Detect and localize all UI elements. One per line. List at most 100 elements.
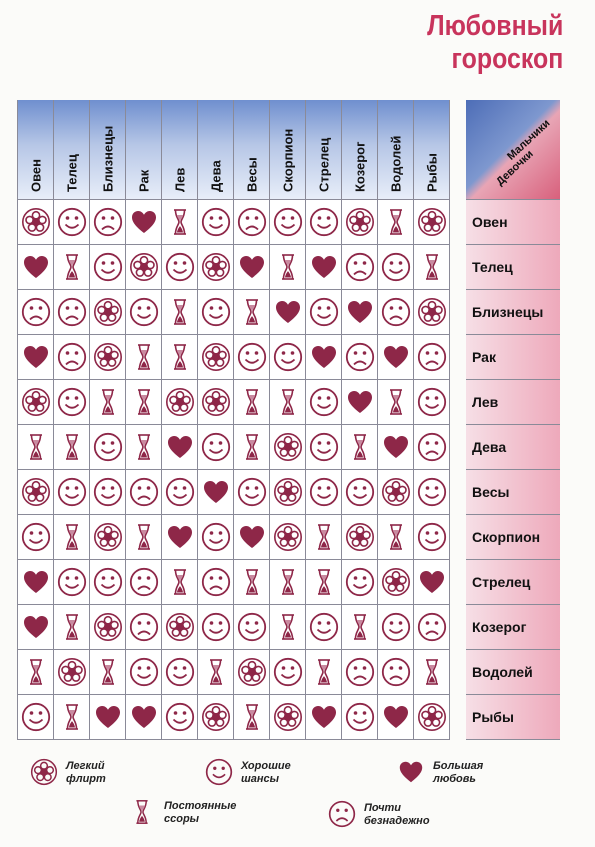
table-cell — [306, 245, 342, 290]
table-cell — [270, 200, 306, 245]
table-cell — [234, 425, 270, 470]
row-header-label: Скорпион — [472, 529, 541, 545]
table-cell — [162, 560, 198, 605]
table-cell — [270, 290, 306, 335]
table-cell — [18, 200, 54, 245]
table-cell — [414, 560, 450, 605]
table-cell — [378, 290, 414, 335]
table-cell — [18, 245, 54, 290]
table-cell — [342, 380, 378, 425]
table-cell — [162, 200, 198, 245]
column-header: Овен — [18, 100, 54, 200]
table-cell — [126, 605, 162, 650]
row-header-label: Рак — [472, 349, 496, 365]
row-header-label: Лев — [472, 394, 499, 410]
column-header: Рак — [126, 100, 162, 200]
table-cell — [90, 425, 126, 470]
column-header-label: Козерог — [352, 141, 367, 192]
column-header-label: Рак — [136, 169, 151, 192]
row-header: Скорпион — [466, 515, 560, 560]
column-header-label: Близнецы — [100, 125, 115, 192]
table-cell — [234, 515, 270, 560]
row-header-label: Дева — [472, 439, 507, 455]
column-header-label: Лев — [172, 167, 187, 192]
table-cell — [126, 560, 162, 605]
table-cell — [270, 425, 306, 470]
table-cell — [306, 290, 342, 335]
table-cell — [126, 335, 162, 380]
row-header-label: Телец — [472, 259, 513, 275]
title-line-1: Любовный — [426, 10, 563, 42]
table-cell — [342, 335, 378, 380]
table-cell — [234, 200, 270, 245]
table-cell — [306, 695, 342, 740]
table-cell — [342, 425, 378, 470]
row-header: Телец — [466, 245, 560, 290]
table-cell — [90, 695, 126, 740]
table-cell — [270, 695, 306, 740]
table-cell — [270, 245, 306, 290]
table-cell — [342, 515, 378, 560]
table-cell — [342, 245, 378, 290]
column-header: Телец — [54, 100, 90, 200]
row-header-label: Овен — [472, 214, 508, 230]
column-header: Близнецы — [90, 100, 126, 200]
row-header: Рыбы — [466, 695, 560, 740]
row-header: Овен — [466, 200, 560, 245]
column-header: Рыбы — [414, 100, 450, 200]
table-cell — [270, 605, 306, 650]
table-cell — [270, 470, 306, 515]
table-cell — [162, 335, 198, 380]
row-header: Лев — [466, 380, 560, 425]
table-cell — [54, 380, 90, 425]
table-cell — [198, 560, 234, 605]
column-header: Весы — [234, 100, 270, 200]
column-header-label: Водолей — [388, 135, 403, 192]
table-cell — [162, 650, 198, 695]
table-cell — [378, 380, 414, 425]
column-header: Стрелец — [306, 100, 342, 200]
table-cell — [234, 650, 270, 695]
table-cell — [126, 245, 162, 290]
table-cell — [162, 695, 198, 740]
table-cell — [198, 650, 234, 695]
table-cell — [198, 290, 234, 335]
table-cell — [414, 695, 450, 740]
table-cell — [378, 470, 414, 515]
table-cell — [306, 335, 342, 380]
table-cell — [18, 380, 54, 425]
table-cell — [306, 470, 342, 515]
column-header-label: Дева — [208, 160, 223, 192]
table-cell — [378, 650, 414, 695]
column-header: Водолей — [378, 100, 414, 200]
table-cell — [18, 695, 54, 740]
table-cell — [414, 605, 450, 650]
table-row: Лев — [17, 380, 560, 425]
table-cell — [270, 515, 306, 560]
table-cell — [270, 560, 306, 605]
table-row: Овен — [17, 200, 560, 245]
table-cell — [18, 515, 54, 560]
table-cell — [90, 245, 126, 290]
table-cell — [306, 515, 342, 560]
table-cell — [234, 605, 270, 650]
table-cell — [342, 200, 378, 245]
table-cell — [18, 425, 54, 470]
table-cell — [90, 290, 126, 335]
legend-label: Постоянные ссоры — [164, 800, 237, 825]
table-cell — [126, 380, 162, 425]
table-cell — [378, 515, 414, 560]
table-cell — [378, 695, 414, 740]
table-cell — [414, 470, 450, 515]
row-header-label: Близнецы — [472, 304, 544, 320]
table-cell — [126, 515, 162, 560]
table-cell — [18, 470, 54, 515]
table-cell — [162, 425, 198, 470]
row-header-label: Стрелец — [472, 574, 531, 590]
column-header: Козерог — [342, 100, 378, 200]
row-header: Рак — [466, 335, 560, 380]
table-cell — [198, 335, 234, 380]
column-header-label: Телец — [64, 154, 79, 192]
table-cell — [126, 200, 162, 245]
table-cell — [90, 380, 126, 425]
